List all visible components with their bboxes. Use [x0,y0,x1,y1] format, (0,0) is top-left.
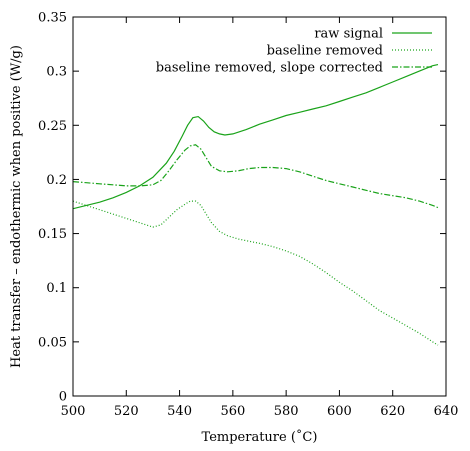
y-tick-label: 0.3 [46,65,67,80]
x-tick-label: 560 [220,404,245,419]
ticks-layer: 500 520 540 560 580 600 620 640 0 0.05 0.1 0.15 0.2 0… [38,11,458,420]
x-tick-label: 500 [61,404,86,419]
x-tick-label: 600 [327,404,352,419]
legend: raw signal baseline removed baseline remov… [156,27,432,76]
y-tick-label: 0.2 [46,173,67,188]
x-tick-label: 520 [114,404,139,419]
plot-frame [72,16,447,397]
series-line-1 [73,64,439,210]
legend-label-2: baseline removed [267,44,383,59]
series-layer [73,64,439,346]
y-tick-label: 0.1 [46,281,67,296]
x-tick-label: 620 [380,404,405,419]
y-tick-label: 0.35 [38,11,67,26]
y-tick-label: 0 [59,390,67,405]
y-tick-label: 0.15 [38,227,67,242]
series-line-3 [73,144,439,209]
x-tick-label: 640 [434,404,459,419]
legend-label-3: baseline removed, slope corrected [156,61,383,76]
x-axis-label: Temperature (˚C) [202,429,318,445]
legend-label-1: raw signal [314,27,383,42]
series-line-2 [73,200,439,346]
y-tick-label: 0.25 [38,119,67,134]
x-tick-label: 540 [167,404,192,419]
y-tick-label: 0.05 [38,335,67,350]
y-axis-label: Heat transfer – endothermic when positiv… [9,45,24,368]
x-tick-label: 580 [274,404,299,419]
